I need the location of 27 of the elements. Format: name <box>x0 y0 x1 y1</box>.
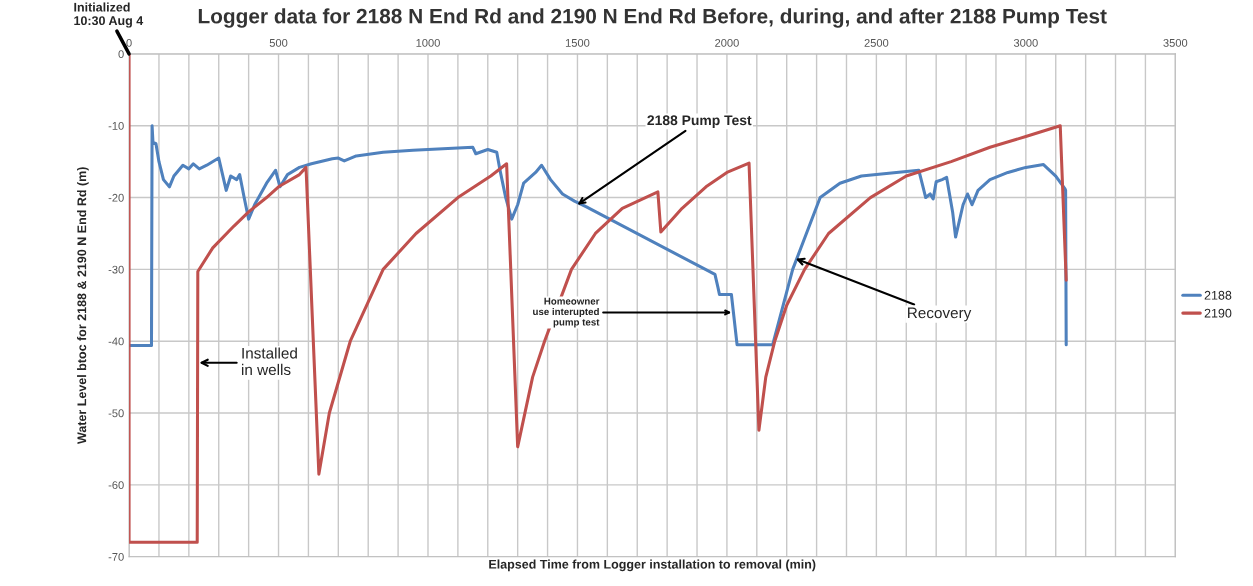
y-tick-label: -60 <box>108 481 124 490</box>
x-axis-title: Elapsed Time from Logger installation to removal (min) <box>489 559 816 572</box>
x-tick-label: 2500 <box>864 38 889 47</box>
x-tick-label: 1500 <box>565 38 590 47</box>
x-tick-label: 2000 <box>715 38 739 47</box>
y-tick-label: -10 <box>108 122 124 130</box>
annotation: 2188 Pump Test <box>647 115 752 128</box>
y-tick-label: -30 <box>108 265 124 274</box>
y-axis-title: Water Level btoc for 2188 & 2190 N End Rd (m) <box>77 167 89 444</box>
x-tick-label: 1000 <box>416 38 440 47</box>
annotation: Homeowner use interupted pump test <box>533 297 600 328</box>
annotation: Initialized 10:30 Aug 4 <box>74 2 144 28</box>
y-tick-label: -50 <box>108 409 124 418</box>
y-tick-label: -20 <box>108 193 124 202</box>
x-tick-label: 3000 <box>1013 38 1038 47</box>
line-series <box>129 53 1068 544</box>
annotation: Recovery <box>908 307 972 322</box>
y-tick-label: -70 <box>108 552 124 561</box>
legend-label: 2188 <box>1204 290 1232 300</box>
x-tick-label: 3500 <box>1163 38 1188 47</box>
x-tick-label: 500 <box>269 38 288 47</box>
y-tick-label: -40 <box>108 337 124 346</box>
chart-title: Logger data for 2188 N End Rd and 2190 N End Rd Before, during, and after 2188 Pump Test <box>198 8 1107 28</box>
legend-label: 2190 <box>1204 308 1232 318</box>
x-tick-label: 0 <box>126 38 132 47</box>
y-tick-label: 0 <box>118 50 124 59</box>
annotation: Installed in wells <box>242 347 297 376</box>
